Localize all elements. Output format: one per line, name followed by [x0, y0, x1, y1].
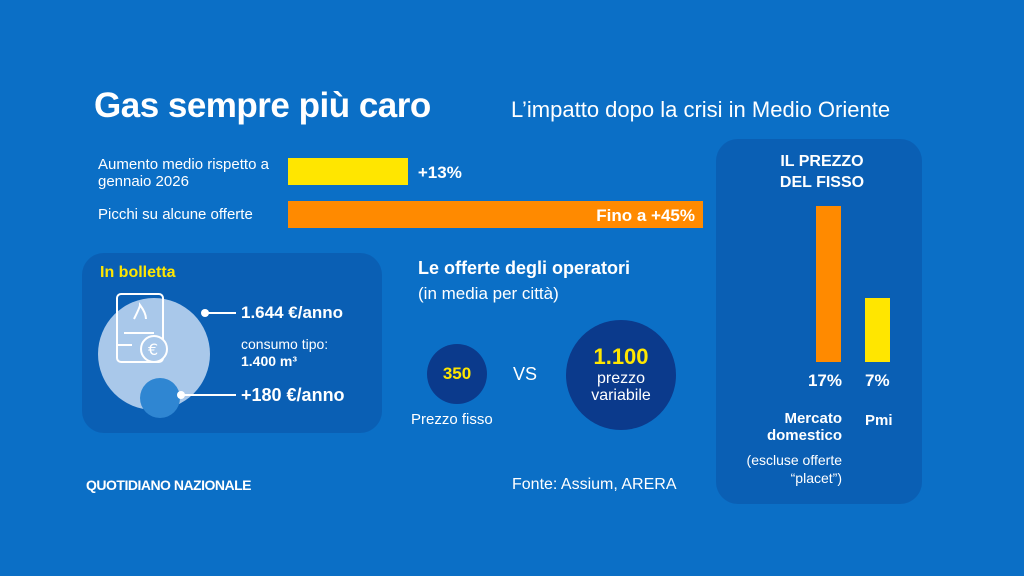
vbar-value-pmi: 7%: [865, 371, 890, 390]
connector-dot: [177, 391, 185, 399]
vbar-value-mercato: 17%: [807, 371, 842, 390]
hbar-average: [288, 158, 408, 185]
variable-price-circle: 1.100 prezzo variabile: [566, 320, 676, 430]
bill-increase-circle: [140, 378, 180, 418]
bill-title: In bolletta: [100, 264, 176, 281]
hbar-label-1: Picchi su alcune offerte: [98, 206, 253, 223]
page-title: Gas sempre più caro: [94, 86, 431, 125]
offers-subtitle: (in media per città): [418, 284, 559, 303]
page-subtitle: L’impatto dopo la crisi in Medio Oriente: [511, 97, 891, 122]
fixed-price-label: Prezzo fisso: [411, 411, 493, 428]
fixed-panel-title: IL PREZZO DEL FISSO: [779, 153, 865, 191]
bill-annual: 1.644 €/anno: [241, 303, 344, 322]
vbar-label-mercato: Mercato domestico: [766, 410, 842, 444]
vbar-note-mercato: (escluse offerte “placet”): [746, 452, 842, 486]
source-note: Fonte: Assium, ARERA: [512, 476, 677, 493]
hbar-peaks: [288, 201, 703, 228]
vbar-mercato-domestico: [816, 206, 841, 362]
svg-text:€: €: [148, 340, 158, 359]
gas-bill-icon: €: [116, 293, 168, 363]
hbar-value-peaks: Fino a +45%: [596, 206, 695, 225]
consumption-label: consumo tipo:: [241, 336, 329, 352]
bill-increase: +180 €/anno: [241, 385, 345, 405]
vbar-label-pmi: Pmi: [865, 412, 893, 429]
vs-label: VS: [513, 364, 538, 384]
consumption-value: 1.400 m³: [241, 353, 298, 369]
connector-line: [180, 394, 236, 396]
vbar-pmi: [865, 297, 890, 362]
bill-panel: In bolletta € 1.644 €/anno consumo tipo:…: [82, 253, 382, 433]
variable-price-value: 1.100: [593, 344, 649, 369]
fixed-price-value: 350: [442, 364, 472, 383]
offers-title: Le offerte degli operatori: [418, 258, 631, 278]
brand-logo: QUOTIDIANO NAZIONALE: [86, 477, 252, 493]
connector-dot: [201, 309, 209, 317]
fixed-price-circle: 350: [427, 344, 487, 404]
fixed-price-panel: IL PREZZO DEL FISSO 17% 7% Mercato domes…: [716, 139, 922, 504]
hbar-value-average: +13%: [417, 163, 462, 182]
connector-line: [204, 312, 236, 314]
variable-price-label: prezzo variabile: [591, 370, 651, 404]
hbar-label-0: Aumento medio rispetto a gennaio 2026: [98, 156, 269, 190]
